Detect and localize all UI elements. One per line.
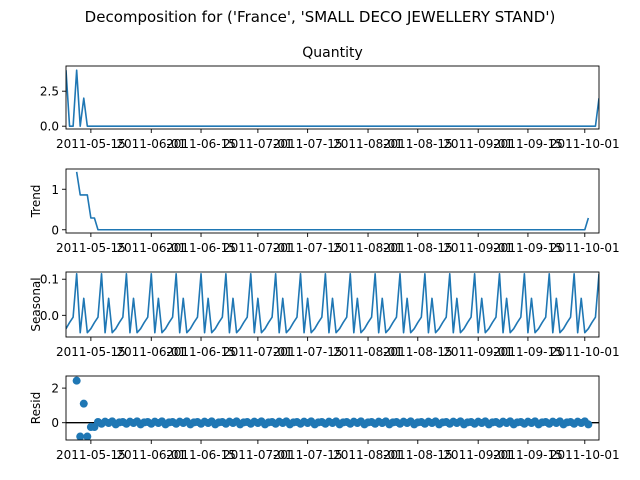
xtick-label-resid-7: 2011-09-01 [443, 448, 513, 462]
ytick-label-quantity-1: 2.5 [40, 85, 59, 99]
xtick-label-trend-0: 2011-05-15 [56, 241, 126, 255]
series-line-trend [75, 171, 590, 231]
ytick-label-resid-0: 0 [51, 416, 59, 430]
xtick-label-seasonal-9: 2011-10-01 [550, 345, 620, 359]
resid-point-2011-05-12 [76, 432, 85, 440]
xtick-label-trend-5: 2011-08-01 [333, 241, 403, 255]
ylabel-trend: Trend [29, 185, 43, 219]
axes-frame-trend [65, 168, 600, 234]
xtick-label-seasonal-2: 2011-06-15 [166, 345, 236, 359]
figure-title: Decomposition for ('France', 'SMALL DECO… [85, 8, 556, 26]
axes-frame-resid [65, 375, 600, 441]
series-line-quantity [66, 69, 599, 127]
xtick-label-seasonal-8: 2011-09-15 [493, 345, 563, 359]
xtick-label-resid-0: 2011-05-15 [56, 448, 126, 462]
xtick-label-quantity-5: 2011-08-01 [333, 137, 403, 151]
xtick-label-seasonal-3: 2011-07-01 [223, 345, 293, 359]
xtick-label-trend-9: 2011-10-01 [550, 241, 620, 255]
xtick-label-resid-4: 2011-07-15 [273, 448, 343, 462]
xtick-label-quantity-1: 2011-06-01 [116, 137, 186, 151]
xtick-label-quantity-6: 2011-08-15 [383, 137, 453, 151]
xtick-label-resid-6: 2011-08-15 [383, 448, 453, 462]
xtick-label-quantity-8: 2011-09-15 [493, 137, 563, 151]
xtick-label-seasonal-7: 2011-09-01 [443, 345, 513, 359]
xtick-label-resid-5: 2011-08-01 [333, 448, 403, 462]
series-line-seasonal [66, 273, 599, 334]
xtick-label-seasonal-0: 2011-05-15 [56, 345, 126, 359]
ytick-label-trend-1: 1 [51, 183, 59, 197]
xtick-label-seasonal-5: 2011-08-01 [333, 345, 403, 359]
plot-area-resid [66, 376, 599, 440]
xtick-label-seasonal-4: 2011-07-15 [273, 345, 343, 359]
xtick-label-resid-3: 2011-07-01 [223, 448, 293, 462]
ytick-label-quantity-0: 0.0 [40, 120, 59, 134]
xtick-label-trend-1: 2011-06-01 [116, 241, 186, 255]
plot-area-seasonal [66, 273, 599, 334]
xtick-label-seasonal-6: 2011-08-15 [383, 345, 453, 359]
ytick-label-trend-0: 0 [51, 223, 59, 237]
xtick-label-resid-9: 2011-10-01 [550, 448, 620, 462]
ylabel-resid: Resid [29, 392, 43, 424]
axes-frame-seasonal [65, 271, 600, 338]
xtick-label-resid-8: 2011-09-15 [493, 448, 563, 462]
axes-frame-quantity [65, 65, 600, 130]
ylabel-seasonal: Seasonal [29, 277, 43, 331]
xtick-label-trend-4: 2011-07-15 [273, 241, 343, 255]
panel-resid: Resid 022011-05-152011-06-012011-06-15201… [29, 375, 620, 462]
xtick-label-trend-3: 2011-07-01 [223, 241, 293, 255]
panel-seasonal: Seasonal0.00.12011-05-152011-06-012011-0… [29, 271, 620, 359]
xtick-label-trend-8: 2011-09-15 [493, 241, 563, 255]
resid-point-2011-05-14 [83, 432, 92, 440]
xtick-label-quantity-7: 2011-09-01 [443, 137, 513, 151]
xtick-label-seasonal-1: 2011-06-01 [116, 345, 186, 359]
panel-quantity: Quantity0.02.52011-05-152011-06-012011-0… [40, 45, 620, 151]
xtick-label-quantity-4: 2011-07-15 [273, 137, 343, 151]
plot-area-trend [75, 171, 590, 231]
resid-point-2011-05-13 [79, 399, 88, 408]
resid-point-2011-05-11 [72, 376, 81, 385]
panel-title-quantity: Quantity [302, 45, 363, 61]
xtick-label-quantity-2: 2011-06-15 [166, 137, 236, 151]
xtick-label-resid-2: 2011-06-15 [166, 448, 236, 462]
xtick-label-quantity-0: 2011-05-15 [56, 137, 126, 151]
xtick-label-quantity-3: 2011-07-01 [223, 137, 293, 151]
ytick-label-seasonal-0: 0.0 [40, 309, 59, 323]
xtick-label-quantity-9: 2011-10-01 [550, 137, 620, 151]
xtick-label-trend-2: 2011-06-15 [166, 241, 236, 255]
panel-trend: Trend012011-05-152011-06-012011-06-15201… [29, 168, 620, 255]
ytick-label-seasonal-1: 0.1 [40, 273, 59, 287]
plot-area-quantity [66, 69, 599, 127]
ytick-label-resid-1: 2 [51, 382, 59, 396]
xtick-label-trend-6: 2011-08-15 [383, 241, 453, 255]
resid-point-2011-10-02 [584, 420, 593, 429]
xtick-label-resid-1: 2011-06-01 [116, 448, 186, 462]
xtick-label-trend-7: 2011-09-01 [443, 241, 513, 255]
